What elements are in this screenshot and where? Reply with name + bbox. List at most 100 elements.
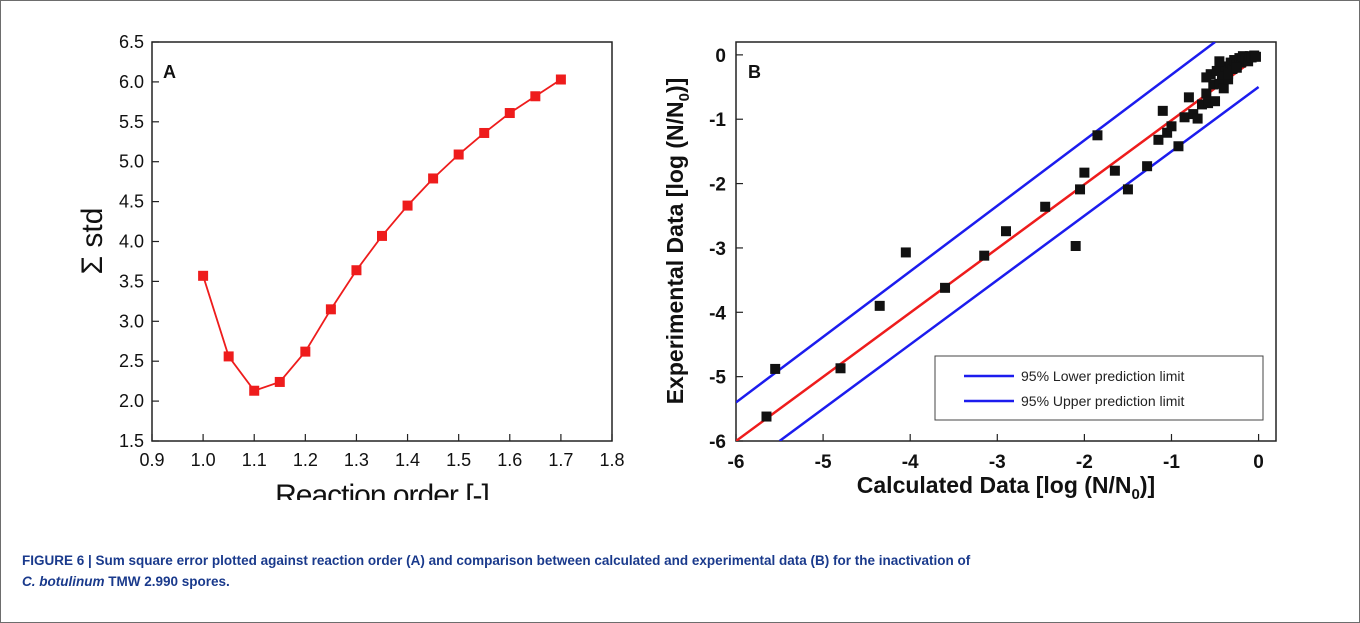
panel-a-x-tick-label: 1.2 (293, 450, 318, 470)
panel-b-data-point (1122, 184, 1133, 195)
panel-b-data-point (874, 300, 885, 311)
panel-b-data-point (1001, 226, 1011, 237)
panel-b-data-point (1210, 96, 1221, 107)
panel-b-y-tick-label: -6 (709, 432, 726, 453)
panel-b-data-point (1211, 65, 1222, 76)
panel-a-x-tick-label: 1.7 (548, 450, 573, 470)
panel-b-x-tick-label: -4 (902, 452, 919, 473)
panel-b-data-point (940, 282, 951, 293)
panel-a-data-point (274, 376, 285, 387)
panel-b-legend: 95% Lower prediction limit 95% Upper pre… (934, 355, 1264, 421)
panel-b-data-point (1166, 121, 1177, 132)
panel-a-data-point (223, 351, 234, 362)
panel-a-x-tick-label: 1.5 (446, 450, 471, 470)
figure-caption: FIGURE 6 | Sum square error plotted agai… (22, 550, 1332, 592)
panel-a-x-tick-label: 1.1 (242, 450, 267, 470)
panel-b-x-axis-label: Calculated Data [log (N/N0)] (857, 472, 1155, 500)
panel-b-ticks: -6 -5 -4 -3 -2 -1 0 -6 -5 -4 -3 -2 -1 0 (709, 46, 1264, 473)
panel-b-legend-box (934, 355, 1264, 421)
panel-b-axes-frame (735, 41, 1277, 442)
caption-rest: TMW 2.990 spores. (104, 574, 230, 589)
panel-b-data-point (1173, 141, 1184, 152)
panel-b-y-tick-label: -1 (709, 110, 726, 131)
panel-b-line-upper (736, 42, 1216, 404)
panel-a-x-tick-label: 1.0 (191, 450, 216, 470)
panel-a-y-tick-label: 5.0 (119, 152, 144, 172)
panel-a-data-point (300, 346, 311, 357)
panel-a-data-point (428, 173, 439, 184)
panel-b-data-point (1223, 74, 1234, 85)
panel-a-y-tick-label: 5.5 (119, 112, 144, 132)
panel-a-y-tick-label: 4.5 (119, 192, 144, 212)
panel-b-data-point (1179, 112, 1190, 123)
panel-b-x-tick-label: -6 (728, 452, 745, 473)
panel-a-x-tick-label: 0.9 (139, 450, 164, 470)
legend-label-upper: 95% Upper prediction limit (1021, 393, 1185, 409)
figure-panels: 0.9 1.0 1.1 1.2 1.3 1.4 1.5 1.6 1.7 1.8 1.5 2.0 2.5 3… (76, 32, 1277, 500)
panel-b-data-point (1079, 167, 1090, 178)
caption-lead: FIGURE 6 | Sum square error plotted agai… (22, 553, 971, 568)
panel-b-y-tick-label: -3 (709, 239, 726, 260)
panel-b-data-point (1196, 99, 1207, 110)
panel-b-points (761, 50, 1261, 422)
panel-a-data-point (325, 304, 336, 315)
panel-a-y-tick-label: 2.5 (119, 351, 144, 371)
panel-a-x-axis-label: Reaction order [-] (275, 479, 489, 500)
panel-b-label: B (748, 62, 761, 82)
panel-b-data-point (1162, 127, 1173, 138)
panel-b-data-point (1214, 56, 1225, 67)
panel-b-data-point (1250, 51, 1261, 62)
panel-a-data-point (555, 74, 566, 85)
panel-b-x-tick-label: -3 (989, 452, 1006, 473)
panel-a-data-point (402, 200, 413, 211)
panel-a-y-tick-label: 3.5 (119, 271, 144, 291)
panel-b-x-tick-label: 0 (1253, 452, 1264, 473)
panel-a-data-point (453, 149, 464, 160)
panel-b-x-tick-label: -5 (815, 452, 832, 473)
panel-a-x-tick-label: 1.6 (497, 450, 522, 470)
panel-a-y-tick-label: 6.0 (119, 72, 144, 92)
panel-b-data-point (835, 363, 846, 374)
panel-b-data-point (900, 247, 911, 258)
panel-b-data-point (1208, 79, 1219, 90)
legend-label-lower: 95% Lower prediction limit (1021, 368, 1185, 384)
panel-b-x-tick-label: -1 (1163, 452, 1180, 473)
panel-a-y-tick-label: 4.0 (119, 232, 144, 252)
panel-b-line-fit (736, 55, 1260, 441)
panel-b-data-point (1157, 105, 1168, 116)
panel-a-y-tick-label: 2.0 (119, 391, 144, 411)
caption-species: C. botulinum (22, 574, 105, 589)
panel-b-data-point (1070, 241, 1081, 252)
panel-a-x-tick-label: 1.8 (599, 450, 624, 470)
panel-a-series (198, 74, 566, 396)
panel-b-data-point (979, 250, 990, 261)
panel-b-data-point (1203, 98, 1214, 109)
panel-b-data-point (1231, 62, 1242, 73)
panel-b-data-point (1075, 184, 1086, 195)
panel-a-label: A (163, 62, 176, 82)
panel-b-chart: -6 -5 -4 -3 -2 -1 0 -6 -5 -4 -3 -2 -1 0 B 95% Lower p… (662, 41, 1277, 500)
panel-a-data-point (479, 127, 490, 138)
panel-b-data-point (1217, 69, 1227, 80)
panel-b-data-point (1153, 134, 1164, 145)
panel-b-data-point (1183, 92, 1194, 103)
panel-b-data-point (1223, 69, 1234, 80)
panel-a-data-point (530, 91, 541, 102)
panel-b-y-tick-label: -2 (709, 175, 726, 196)
panel-a-y-tick-label: 1.5 (119, 431, 144, 451)
panel-b-y-tick-label: 0 (715, 46, 726, 67)
panel-a-chart: 0.9 1.0 1.1 1.2 1.3 1.4 1.5 1.6 1.7 1.8 1.5 2.0 2.5 3… (76, 32, 625, 500)
panel-a-ticks: 0.9 1.0 1.1 1.2 1.3 1.4 1.5 1.6 1.7 1.8 1.5 2.0 2.5 3… (119, 32, 625, 470)
panel-b-data-point (1192, 113, 1203, 124)
panel-a-data-point (351, 265, 362, 276)
panel-b-data-point (1201, 72, 1212, 83)
panel-a-axes-frame (151, 41, 613, 442)
panel-b-y-tick-label: -5 (709, 368, 726, 389)
panel-a-x-tick-label: 1.4 (395, 450, 420, 470)
panel-b-y-axis-label: Experimental Data [log (N/N0)] (662, 78, 693, 405)
panel-b-x-tick-label: -2 (1076, 452, 1093, 473)
panel-a-y-tick-label: 3.0 (119, 311, 144, 331)
panel-a-x-tick-label: 1.3 (344, 450, 369, 470)
panel-a-data-point (198, 270, 209, 281)
panel-b-data-point (1109, 165, 1120, 176)
